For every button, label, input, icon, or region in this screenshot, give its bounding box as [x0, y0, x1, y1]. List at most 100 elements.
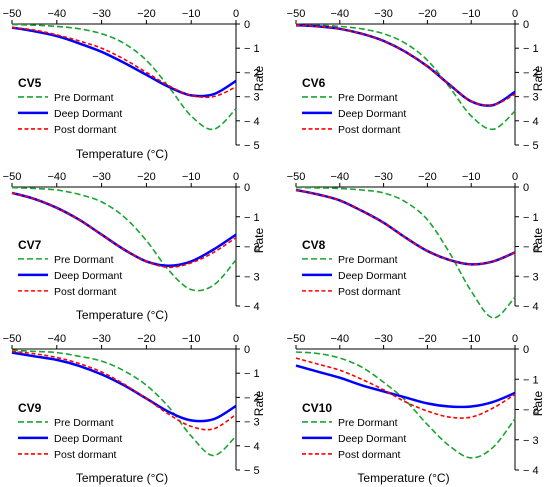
y-tick-label: − 3 — [244, 417, 260, 429]
panel-title: CV5 — [18, 76, 42, 90]
x-tick-label: 0 — [512, 333, 518, 345]
y-tick-label: − 1 — [523, 212, 539, 224]
y-tick-label: 0 — [523, 344, 529, 356]
y-tick-label: − 4 — [244, 441, 260, 453]
x-axis-title: Temperature (°C) — [76, 147, 168, 161]
series-line-pre-dormant — [11, 186, 237, 292]
x-tick-label: −10 — [182, 8, 201, 20]
series-line-deep-dormant — [295, 23, 516, 107]
x-tick-label: −10 — [462, 171, 481, 183]
x-tick-label: −20 — [418, 333, 437, 345]
legend-label: Post dormant — [54, 449, 117, 461]
x-tick-label: −30 — [92, 171, 111, 183]
y-tick-label: − 2 — [244, 242, 260, 254]
x-tick-label: −30 — [374, 171, 393, 183]
y-tick-label: − 5 — [244, 465, 260, 477]
legend-label: Deep Dormant — [338, 270, 406, 282]
series-line-post-dormant — [11, 350, 237, 431]
legend-label: Post dormant — [338, 449, 401, 461]
y-axis-title: Rate — [531, 391, 545, 417]
chart-panel-cv5: −50 −40 −30 −20 −10 00 − 1 − 2 − 3 − 4 − 5 Rate Temp… — [3, 8, 266, 161]
x-tick-label: −40 — [330, 8, 349, 20]
x-tick-label: 0 — [233, 333, 239, 345]
chart-panel-cv6: −50 −40 −30 −20 −10 00 − 1 − 2 − 3 − 4 − 5 Rate CV6 P… — [287, 8, 545, 152]
x-tick-label: −40 — [330, 171, 349, 183]
series-line-pre-dormant — [11, 349, 237, 457]
x-tick-label: −10 — [462, 8, 481, 20]
legend-label: Pre Dormant — [338, 417, 398, 429]
legend: Pre Dormant Deep Dormant Post dormant — [302, 417, 406, 461]
y-tick-label: − 3 — [523, 271, 539, 283]
legend-label: Post dormant — [54, 286, 117, 298]
x-tick-label: −40 — [330, 333, 349, 345]
y-tick-label: − 2 — [523, 405, 539, 417]
y-tick-label: − 5 — [523, 140, 539, 152]
x-axis-title: Temperature (°C) — [357, 471, 449, 485]
series-line-post-dormant — [295, 24, 516, 107]
legend: Pre Dormant Deep Dormant Post dormant — [18, 254, 122, 298]
x-tick-label: −40 — [47, 171, 66, 183]
y-tick-label: 0 — [244, 182, 250, 194]
y-axis-title: Rate — [252, 391, 266, 417]
x-tick-label: −20 — [137, 171, 156, 183]
legend-label: Pre Dormant — [54, 417, 114, 429]
x-tick-label: 0 — [233, 171, 239, 183]
legend-label: Pre Dormant — [338, 254, 398, 266]
series-line-pre-dormant — [295, 351, 516, 459]
legend: Pre Dormant Deep Dormant Post dormant — [18, 92, 122, 136]
series-line-post-dormant — [11, 192, 237, 269]
y-tick-label: − 2 — [523, 242, 539, 254]
y-tick-label: 0 — [523, 182, 529, 194]
y-tick-label: 0 — [244, 19, 250, 31]
y-axis-title: Rate — [252, 66, 266, 92]
x-tick-label: −40 — [47, 8, 66, 20]
x-tick-label: −50 — [287, 171, 306, 183]
x-tick-label: −50 — [287, 333, 306, 345]
series-line-pre-dormant — [295, 186, 516, 319]
y-tick-label: − 1 — [523, 374, 539, 386]
y-axis-title: Rate — [531, 228, 545, 254]
x-tick-label: −30 — [92, 333, 111, 345]
y-tick-label: − 5 — [244, 140, 260, 152]
legend: Pre Dormant Deep Dormant Post dormant — [302, 92, 406, 136]
chart-panel-cv10: −50 −40 −30 −20 −10 00 − 1 − 2 − 3 − 4 Rate Tempera… — [287, 333, 545, 485]
series-line-pre-dormant — [11, 23, 237, 131]
x-tick-label: −40 — [47, 333, 66, 345]
chart-panel-cv7: −50 −40 −30 −20 −10 00 − 1 − 2 − 3 − 4 Rate Tempera… — [3, 171, 266, 322]
x-tick-label: 0 — [512, 8, 518, 20]
y-tick-label: − 3 — [244, 92, 260, 104]
legend-label: Post dormant — [54, 124, 117, 136]
legend-label: Deep Dormant — [54, 108, 122, 120]
x-tick-label: 0 — [512, 171, 518, 183]
panel-title: CV9 — [18, 401, 42, 415]
y-tick-label: − 3 — [523, 435, 539, 447]
x-axis-title: Temperature (°C) — [76, 471, 168, 485]
chart-panel-cv9: −50 −40 −30 −20 −10 00 − 1 − 2 − 3 − 4 − 5 Rate Temp… — [3, 333, 266, 485]
series-line-post-dormant — [11, 26, 237, 99]
x-tick-label: −50 — [3, 171, 22, 183]
y-tick-label: − 1 — [523, 43, 539, 55]
y-tick-label: − 4 — [523, 301, 539, 313]
legend-label: Deep Dormant — [54, 433, 122, 445]
legend: Pre Dormant Deep Dormant Post dormant — [18, 417, 122, 461]
legend-label: Post dormant — [338, 286, 401, 298]
panel-title: CV10 — [302, 401, 332, 415]
y-tick-label: − 3 — [244, 271, 260, 283]
panel-title: CV8 — [302, 238, 326, 252]
legend-label: Deep Dormant — [338, 108, 406, 120]
x-tick-label: −10 — [182, 333, 201, 345]
y-tick-label: − 2 — [523, 67, 539, 79]
x-tick-label: 0 — [233, 8, 239, 20]
y-axis-title: Rate — [531, 66, 545, 92]
legend-label: Pre Dormant — [338, 92, 398, 104]
x-tick-label: −10 — [462, 333, 481, 345]
legend-label: Deep Dormant — [338, 433, 406, 445]
series-line-deep-dormant — [11, 351, 237, 423]
x-tick-label: −50 — [3, 8, 22, 20]
y-tick-label: − 1 — [244, 368, 260, 380]
x-axis-title: Temperature (°C) — [76, 308, 168, 322]
y-tick-label: − 4 — [523, 116, 539, 128]
x-tick-label: −20 — [418, 8, 437, 20]
series-line-post-dormant — [295, 189, 516, 266]
